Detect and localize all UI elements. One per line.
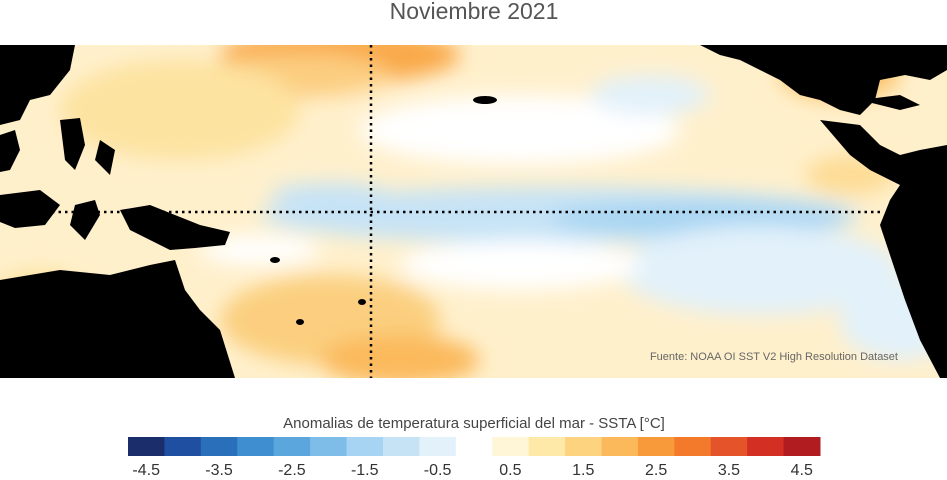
colorbar-tick-label: 1.5 [572, 462, 594, 479]
colorbar-segment [710, 437, 748, 456]
colorbar-segment [164, 437, 202, 456]
colorbar-segment [492, 437, 530, 456]
colorbar-segment [419, 437, 457, 456]
colorbar-segment [346, 437, 384, 456]
colorbar-segment [273, 437, 311, 456]
map: Fuente: NOAA OI SST V2 High Resolution D… [0, 45, 947, 378]
source-note: Fuente: NOAA OI SST V2 High Resolution D… [650, 351, 898, 363]
colorbar-segment [200, 437, 238, 456]
colorbar-segment [747, 437, 785, 456]
colorbar-segment [382, 437, 420, 456]
colorbar-title: Anomalias de temperatura superficial del… [283, 415, 665, 432]
colorbar-tick-label: 4.5 [791, 462, 813, 479]
colorbar-tick-label: -2.5 [278, 462, 306, 479]
colorbar-segment [601, 437, 639, 456]
colorbar-tick-label: 2.5 [645, 462, 667, 479]
colorbar-segment [310, 437, 348, 456]
colorbar-tick-label: -3.5 [205, 462, 233, 479]
colorbar-segment [455, 437, 493, 456]
colorbar: -4.5 -3.5 -2.5 -1.5 -0.5 0.5 1.5 2.5 3.5 4.5 [128, 437, 821, 479]
colorbar-segment [528, 437, 566, 456]
colorbar-tick-label: -0.5 [424, 462, 452, 479]
colorbar-tick-label: 3.5 [718, 462, 740, 479]
title: Noviembre 2021 [390, 0, 559, 24]
colorbar-tick-label: -1.5 [351, 462, 379, 479]
colorbar-tick-label: -4.5 [132, 462, 160, 479]
colorbar-segment [674, 437, 712, 456]
colorbar-tick-label: 0.5 [499, 462, 521, 479]
colorbar-segment [565, 437, 602, 456]
colorbar-segment [237, 437, 275, 456]
colorbar-segment [783, 437, 821, 456]
colorbar-segment [128, 437, 165, 456]
colorbar-segment [637, 437, 675, 456]
